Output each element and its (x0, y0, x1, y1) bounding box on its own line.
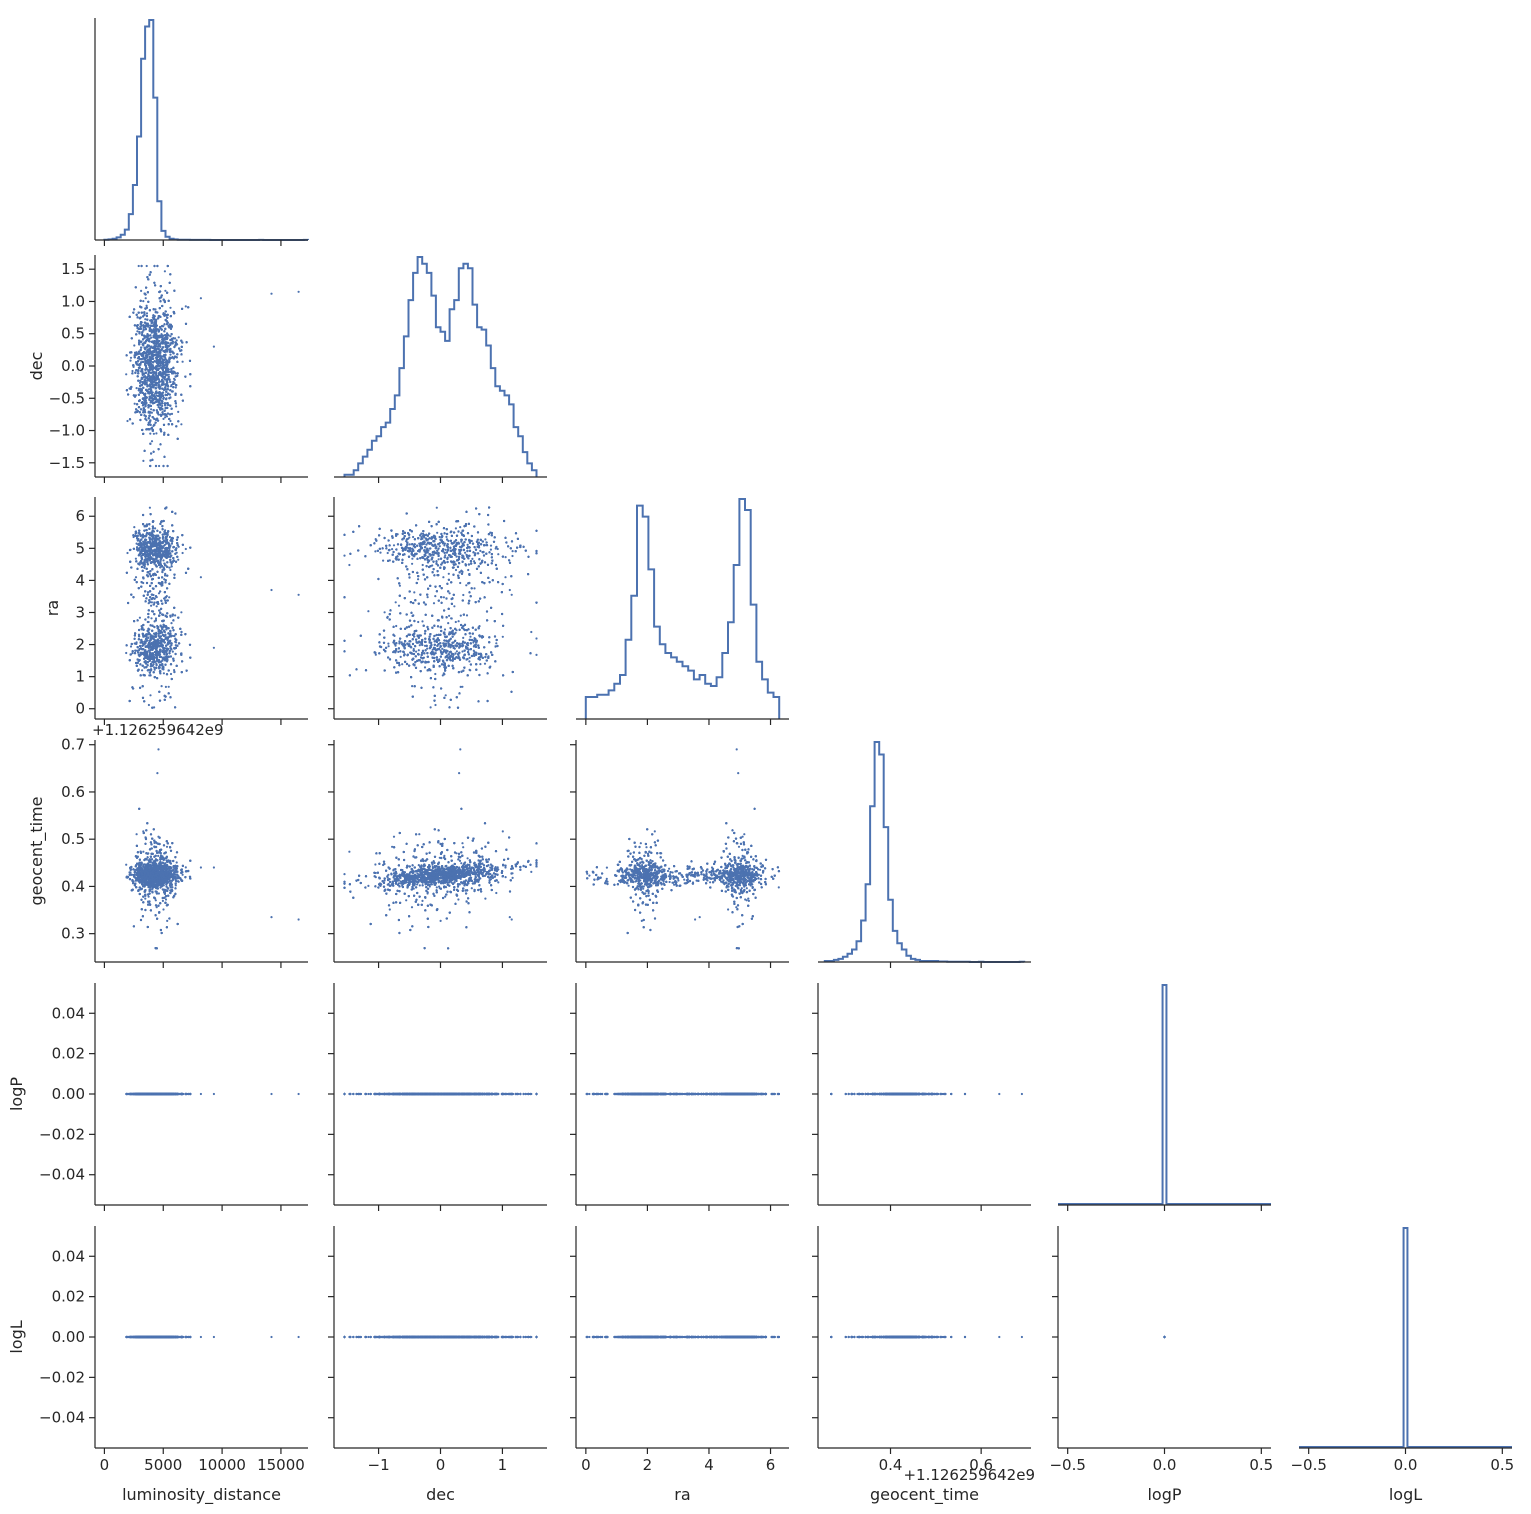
data-point (145, 297, 147, 299)
data-point (142, 460, 144, 462)
data-point (174, 379, 176, 381)
data-point (136, 387, 138, 389)
data-point (169, 307, 171, 309)
panel-dec-vs-luminosity_distance: −1.5−1.0−0.50.00.51.01.5 (49, 255, 308, 483)
data-point (161, 405, 163, 407)
data-point (153, 433, 155, 435)
data-point (136, 330, 138, 332)
data-point (168, 374, 170, 376)
data-point (177, 411, 179, 413)
data-point (169, 335, 171, 337)
data-point (158, 465, 160, 467)
pair-plot-panels: −1.5−1.0−0.50.00.51.01.501234560.30.40.5… (7, 18, 1514, 1505)
histogram-luminosity_distance (104, 20, 308, 240)
data-point (134, 403, 136, 405)
data-point (140, 290, 142, 292)
data-point (169, 420, 171, 422)
data-point (139, 382, 141, 384)
data-point (168, 360, 170, 362)
data-point (146, 305, 148, 307)
data-point (130, 357, 132, 359)
data-point (169, 354, 171, 356)
data-point (175, 405, 177, 407)
data-point (150, 408, 152, 410)
data-point (175, 386, 177, 388)
data-point (149, 433, 151, 435)
data-point (164, 270, 166, 272)
data-point (164, 290, 166, 292)
data-point (146, 265, 148, 267)
data-point (144, 318, 146, 320)
data-point (129, 360, 131, 362)
data-point (151, 440, 153, 442)
data-point (131, 370, 133, 372)
data-point (180, 423, 182, 425)
data-point (164, 416, 166, 418)
data-point (170, 385, 172, 387)
data-point (171, 413, 173, 415)
data-point (185, 305, 187, 307)
data-point (178, 336, 180, 338)
data-point (162, 418, 164, 420)
data-point (155, 432, 157, 434)
data-point (182, 361, 184, 363)
data-point (125, 373, 127, 375)
scatter-points-dec-vs-luminosity_distance (125, 265, 300, 467)
data-point (138, 265, 140, 267)
data-point (146, 312, 148, 314)
data-point (133, 344, 135, 346)
panel-luminosity_distance-vs-luminosity_distance (95, 18, 308, 246)
data-point (142, 300, 144, 302)
data-point (126, 420, 128, 422)
data-point (176, 339, 178, 341)
